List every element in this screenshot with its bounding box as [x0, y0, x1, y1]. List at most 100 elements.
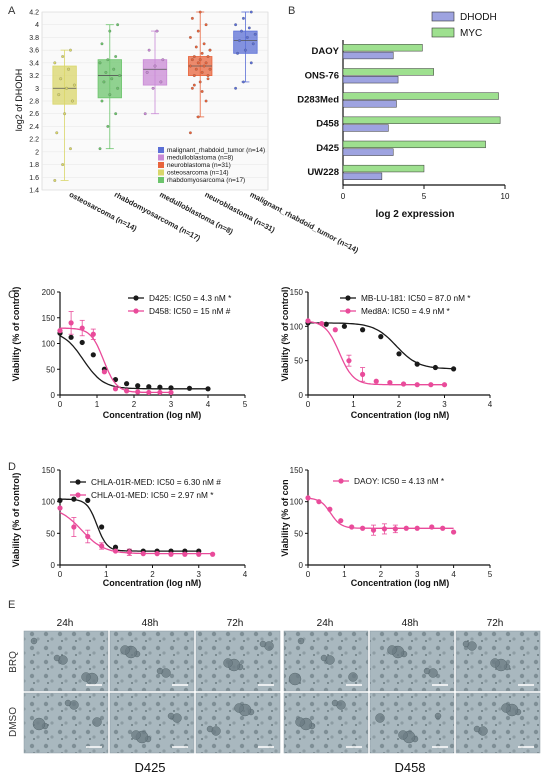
micrograph-cell-cluster	[473, 725, 481, 733]
chart-b-bars: DHODH MYC log 2 expression 0 5 10 DAOY ONS-7…	[297, 11, 510, 220]
chart-b-legend-swatch-myc	[431, 27, 455, 38]
chart-b-bar-myc	[342, 68, 434, 76]
micrograph-cell-cluster	[348, 672, 358, 682]
chart-a-legend-label: rhabdomyosarcoma (n=17)	[167, 177, 245, 184]
dose-xtick: 1	[351, 400, 356, 409]
dose-point-pink_series	[429, 524, 435, 530]
box-point-neuroblastoma	[190, 16, 194, 20]
box-point-osteosarcoma	[53, 61, 57, 65]
dose-point-pink_series	[168, 551, 174, 557]
dose-point-black_series	[396, 351, 402, 357]
box-point-malignant_rhabdoid_tumor	[253, 32, 257, 36]
micrograph-cell-cluster	[259, 640, 267, 648]
dose-ytick: 100	[290, 322, 304, 331]
chart-b-category: D458	[316, 119, 339, 130]
chart-a-legend-label: osteosarcoma (n=14)	[167, 170, 229, 177]
dose-point-black_series	[378, 334, 384, 340]
dose-xtick: 5	[243, 400, 248, 409]
dose-xtick: 5	[488, 570, 493, 579]
dose-point-black_series	[90, 352, 96, 358]
dose-point-pink_series	[126, 549, 132, 555]
chart-a-boxplot: log2 of DHODH lineage_subtype 1.41.61.82…	[14, 10, 360, 256]
dose-point-pink_series	[146, 389, 152, 396]
box-malignant_rhabdoid_tumor	[233, 30, 258, 54]
chart-d1-ylabel: Viability (% of control)	[11, 473, 21, 568]
dose-point-black_series	[71, 496, 77, 502]
dose-curve-black_series	[308, 322, 454, 370]
box-point-malignant_rhabdoid_tumor	[234, 23, 238, 27]
chart-a-ytick: 2.2	[29, 137, 39, 144]
dose-point-black_series	[135, 383, 141, 389]
micrograph-cell-cluster	[375, 713, 385, 723]
micrograph-tile	[109, 630, 195, 692]
box-point-neuroblastoma	[196, 29, 200, 33]
micrograph-cell-cluster	[206, 725, 214, 733]
box-point-neuroblastoma	[192, 74, 196, 77]
dose-point-black_series	[146, 384, 152, 390]
box-point-rhabdomyosarcoma	[100, 42, 104, 46]
dose-ytick: 0	[51, 391, 56, 400]
box-osteosarcoma	[52, 65, 77, 105]
dose-point-pink_series	[71, 524, 77, 530]
box-point-osteosarcoma	[61, 163, 65, 166]
micrograph-tile	[369, 630, 455, 692]
micrograph-cell-cluster	[331, 699, 339, 707]
dose-xtick: 3	[415, 570, 420, 579]
dose-point-black_series	[205, 386, 211, 392]
box-point-rhabdomyosarcoma	[114, 112, 118, 116]
chart-b-category: DAOY	[312, 46, 340, 57]
chart-a-legend-swatch	[158, 147, 164, 153]
chart-c1-xlabel: Concentration (log nM)	[103, 410, 202, 420]
dose-point-pink_series	[428, 382, 434, 388]
chart-a-xlabel: medulloblastoma (n=8)	[158, 190, 235, 237]
box-point-neuroblastoma	[192, 83, 196, 87]
dose-point-pink_series	[441, 382, 448, 388]
dose-point-pink_series	[79, 325, 85, 331]
dose-point-pink_series	[305, 495, 311, 501]
dose-point-pink_series	[381, 526, 388, 532]
dose-point-pink_series	[140, 551, 146, 557]
micro-group-d458: D458	[394, 760, 425, 775]
dose-xtick: 1	[342, 570, 347, 579]
chart-a-ytick: 2.8	[29, 99, 39, 106]
box-point-osteosarcoma	[71, 99, 74, 103]
dose-xtick: 2	[379, 570, 384, 579]
chart-c1-dose-response: Viability (% of control) Concentration (…	[11, 287, 248, 420]
micrograph-cell-cluster	[490, 658, 500, 668]
micrograph-cell-cluster	[120, 645, 130, 655]
box-point-rhabdomyosarcoma	[100, 99, 104, 103]
micrograph-tile	[109, 692, 195, 754]
chart-b-bar-myc	[342, 44, 423, 52]
box-point-rhabdomyosarcoma	[98, 147, 102, 151]
micrograph-cell-cluster	[288, 672, 302, 686]
box-point-neuroblastoma	[194, 67, 198, 71]
dose-xtick: 4	[206, 400, 211, 409]
box-point-malignant_rhabdoid_tumor	[245, 36, 249, 39]
micrograph-panel: 24h 48h 72h 24h 48h 72h BRQ DMSO D425 D4…	[8, 618, 541, 775]
dose-legend-marker-pink_series	[338, 478, 344, 484]
chart-a-ytick: 1.4	[29, 188, 39, 195]
dose-point-black_series	[157, 384, 163, 390]
box-point-neuroblastoma	[200, 90, 204, 93]
box-point-neuroblastoma	[202, 64, 206, 68]
dose-curve-pink_series	[60, 327, 171, 394]
chart-b-xtick: 5	[422, 192, 427, 201]
dose-point-pink_series	[338, 518, 344, 524]
dose-point-pink_series	[85, 533, 91, 540]
micro-time-24h-left: 24h	[57, 618, 74, 629]
micrograph-tile	[369, 692, 455, 754]
box-point-malignant_rhabdoid_tumor	[247, 26, 251, 30]
micro-time-72h-left: 72h	[227, 618, 244, 629]
chart-b-xlabel: log 2 expression	[376, 209, 455, 220]
dose-xtick: 3	[442, 400, 447, 409]
dose-xtick: 2	[397, 400, 402, 409]
chart-b-bar-myc	[342, 140, 486, 149]
box-point-rhabdomyosarcoma	[116, 86, 120, 90]
dose-xtick: 2	[150, 570, 155, 579]
box-point-osteosarcoma	[72, 83, 76, 87]
dose-point-black_series	[414, 361, 420, 367]
dose-legend-label: CHLA-01R-MED: IC50 = 6.30 nM #	[91, 477, 221, 487]
box-point-osteosarcoma	[61, 55, 65, 58]
box-point-neuroblastoma	[189, 64, 192, 68]
